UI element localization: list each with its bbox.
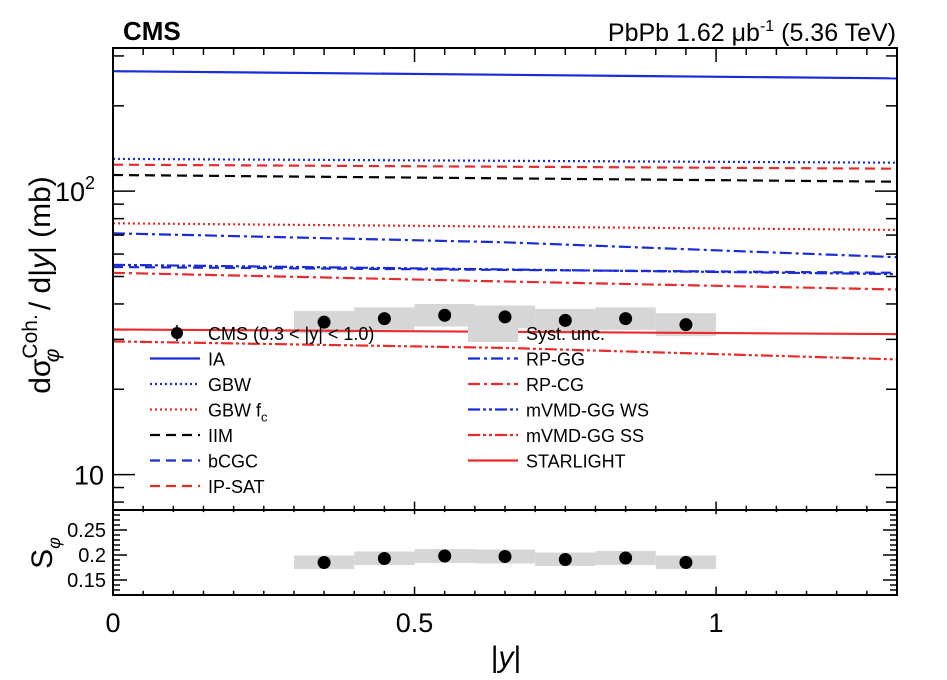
legend-label: RP-CG [526, 375, 584, 395]
series-line-ia [112, 70, 898, 80]
lumi-prefix: PbPb 1.62 [608, 19, 732, 47]
ratio-data-point [377, 552, 391, 565]
series-line-rp-gg [112, 232, 898, 259]
series-line-bcgc [112, 265, 898, 274]
x-tick-label: 1 [709, 608, 724, 638]
series-line-rp-cg [112, 271, 898, 291]
lumi-suffix: (5.36 TeV) [774, 19, 896, 47]
ratio-y-tick-label: 0.15 [67, 570, 106, 592]
ratio-data-points [317, 549, 693, 569]
main-data-points [317, 308, 693, 332]
y-tick-label: 102 [55, 173, 95, 207]
ratio-plot-frame [112, 509, 898, 596]
ratio-data-point [679, 556, 693, 569]
lumi-unit: μb [732, 19, 760, 47]
series-line-iim [112, 173, 898, 183]
ratio-y-tick-label: 0.2 [78, 545, 106, 567]
legend-label: IIM [208, 426, 233, 446]
legend-label: STARLIGHT [526, 452, 626, 472]
legend-label: IP-SAT [208, 477, 265, 497]
data-point [498, 310, 512, 324]
ratio-data-point [619, 551, 633, 565]
ratio-data-point [438, 549, 452, 563]
legend-marker-syst [468, 324, 518, 342]
model-curves [112, 70, 898, 361]
series-line-ip-sat [112, 163, 898, 170]
series-line-gbw-f [112, 222, 898, 231]
data-point [317, 315, 331, 329]
legend-label: GBW [208, 375, 251, 395]
series-line-gbw [112, 157, 898, 164]
lumi-exponent: -1 [760, 18, 774, 35]
x-axis-title: |y| [491, 641, 522, 674]
ratio-data-point [317, 556, 331, 569]
main-y-axis-title: dσCoh.φ / d|y| (mb) [19, 176, 64, 394]
ratio-data-point [558, 553, 572, 566]
data-point [558, 313, 572, 327]
data-point [377, 312, 391, 326]
legend-label: bCGC [208, 452, 258, 472]
x-tick-label: 0 [105, 608, 120, 638]
series-line-mvmd-gg-ws [112, 263, 898, 276]
legend-label: mVMD-GG SS [526, 426, 644, 446]
legend-label: mVMD-GG WS [526, 401, 649, 421]
luminosity-label: PbPb 1.62 μb-1 (5.36 TeV) [608, 18, 896, 47]
tick-labels: 0 0.5 1 10 102 0.15 0.2 0.25 [55, 173, 724, 638]
ratio-y-tick-label: 0.25 [67, 520, 106, 542]
legend-label: Syst. unc. [526, 324, 605, 344]
ratio-y-axis-title: Sφ [26, 537, 64, 569]
legend-label: CMS (0.3 < |y| < 1.0) [208, 324, 374, 344]
data-point [619, 312, 633, 326]
y-tick-label: 10 [74, 461, 104, 491]
x-tick-label: 0.5 [396, 608, 434, 638]
series-line-mvmd-gg-ss [112, 340, 898, 361]
ratio-data-point [498, 550, 512, 563]
data-point [438, 308, 452, 322]
data-point [679, 318, 693, 332]
legend-label: RP-GG [526, 350, 585, 370]
legend-label: IA [208, 350, 225, 370]
legend-label: GBW fc [208, 401, 268, 425]
experiment-label: CMS [123, 16, 181, 46]
axis-ticks [112, 48, 898, 595]
